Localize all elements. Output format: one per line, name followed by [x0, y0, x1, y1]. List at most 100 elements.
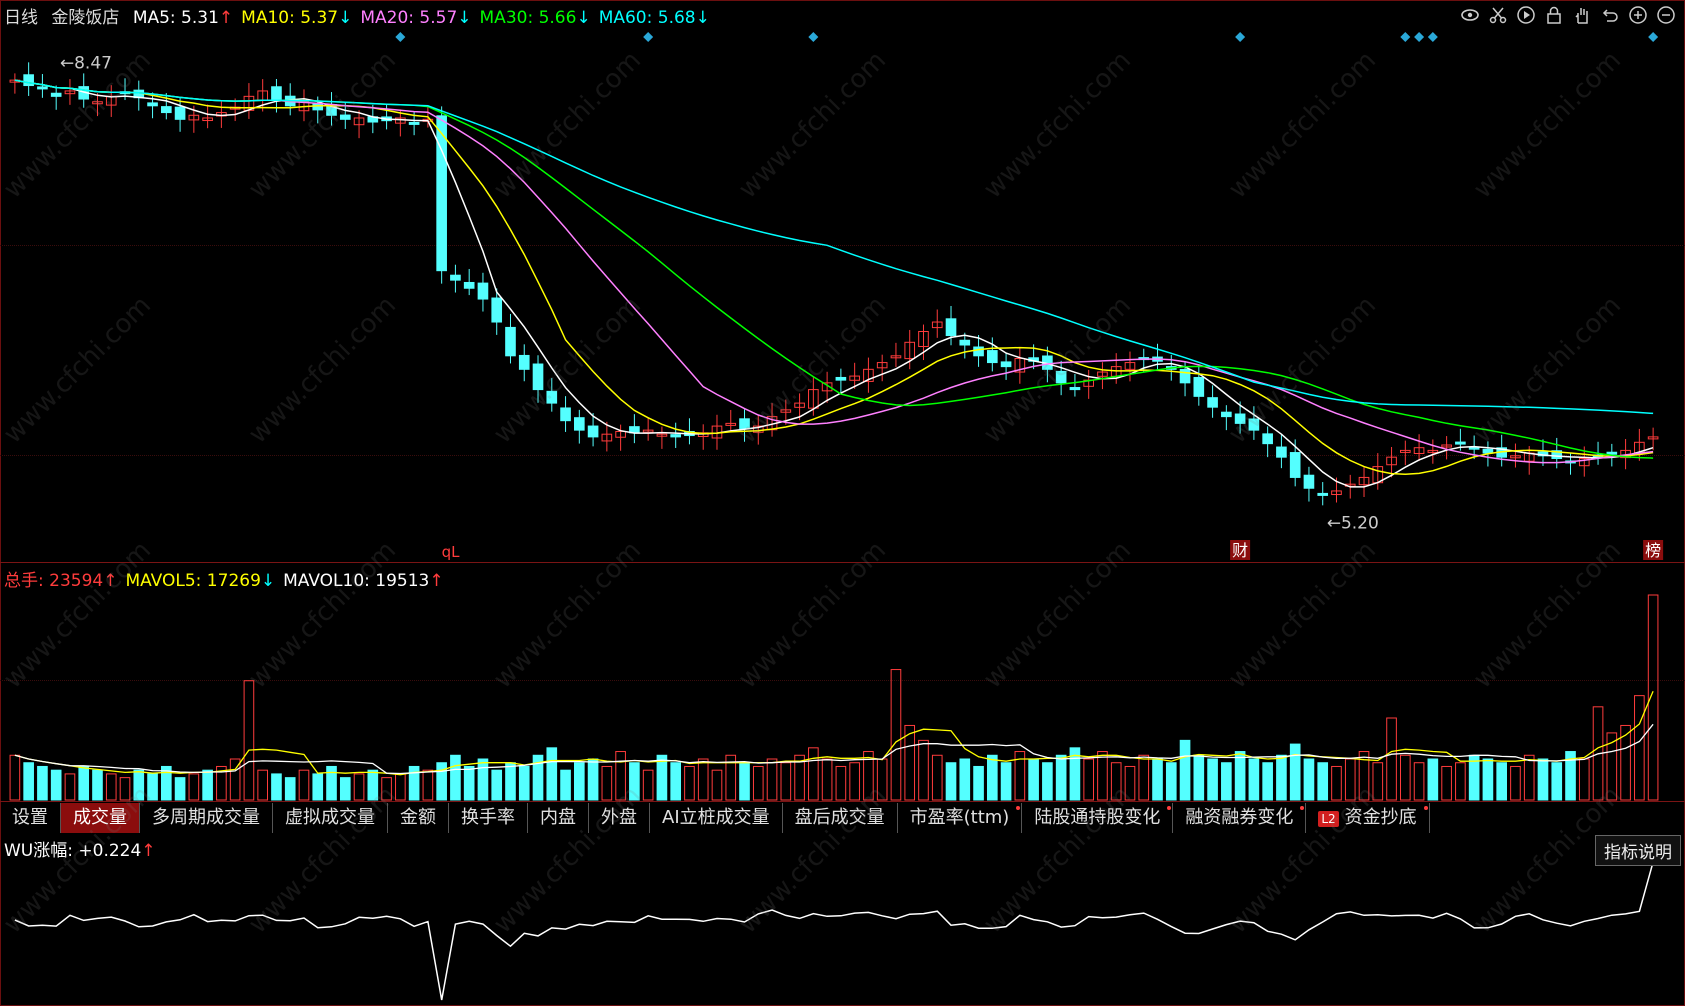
- event-badge: [1230, 540, 1251, 560]
- candle-body: [890, 355, 902, 359]
- ma-legend-item: MA20: 5.57↓: [360, 8, 472, 28]
- volume-bar: [1565, 751, 1576, 801]
- volume-bar: [1468, 754, 1480, 801]
- volume-legend-item: 总手: 23594↑: [4, 571, 118, 591]
- volume-bar: [1331, 765, 1342, 801]
- tab-13[interactable]: L2 资金抄底: [1306, 803, 1430, 833]
- volume-bar: [1248, 758, 1260, 801]
- tab-2[interactable]: 多周期成交量: [140, 803, 273, 833]
- volume-bar: [1647, 594, 1659, 801]
- candle-body: [904, 341, 916, 360]
- tab-11[interactable]: 陆股通持股变化: [1022, 803, 1174, 833]
- volume-bar: [918, 739, 929, 801]
- indicator-tabs: 设置 成交量 多周期成交量 虚拟成交量 金额 换手率 内盘 外盘 AI立桩成交量 盘后成交量 市盈率…: [0, 803, 1685, 833]
- volume-bar: [1138, 754, 1150, 801]
- candle-body: [202, 117, 213, 122]
- volume-bar: [257, 769, 269, 801]
- candle-body: [23, 74, 34, 87]
- volume-bar: [684, 765, 695, 801]
- candle-body: [739, 418, 750, 430]
- volume-bar: [202, 769, 213, 801]
- volume-bar: [229, 758, 241, 801]
- ma-legend: MA5: 5.31↑ MA10: 5.37↓ MA20: 5.57↓ MA30: 5.…: [133, 8, 718, 28]
- undo-icon[interactable]: [1599, 4, 1621, 26]
- tab-5[interactable]: 换手率: [449, 803, 528, 833]
- candle-body: [863, 368, 874, 382]
- play-icon[interactable]: [1515, 4, 1537, 26]
- tab-alert-dot: [1167, 806, 1172, 810]
- ma-line-ma5: [14, 79, 1654, 488]
- tab-9[interactable]: 盘后成交量: [783, 803, 898, 833]
- volume-bar: [670, 762, 682, 801]
- volume-bar: [656, 754, 668, 801]
- volume-bar: [863, 751, 874, 801]
- volume-bar: [216, 765, 227, 801]
- candle-body: [573, 417, 585, 431]
- volume-bar: [1152, 758, 1163, 801]
- period-label[interactable]: 日线: [4, 8, 38, 28]
- tab-0[interactable]: 设置: [0, 803, 61, 833]
- candle-body: [1248, 418, 1260, 431]
- volume-bar: [1276, 754, 1287, 801]
- volume-bar: [1386, 717, 1397, 801]
- signal-diamond: [808, 32, 819, 42]
- panel-divider: [0, 801, 1685, 802]
- volume-bar: [1606, 732, 1618, 801]
- volume-bar: [849, 762, 860, 801]
- candle-body: [560, 407, 571, 422]
- volume-bar: [629, 762, 640, 801]
- volume-bar: [9, 754, 21, 801]
- tab-4[interactable]: 金额: [388, 803, 449, 833]
- candle-body: [1234, 413, 1246, 424]
- zoom-out-icon[interactable]: [1655, 4, 1677, 26]
- volume-bar: [532, 754, 544, 801]
- candle-body: [642, 429, 654, 433]
- candle-body: [1262, 433, 1273, 445]
- volume-bar: [780, 762, 792, 801]
- volume-bar: [188, 773, 200, 801]
- volume-bar: [312, 773, 324, 801]
- eye-icon[interactable]: [1459, 4, 1481, 26]
- candle-body: [1124, 362, 1136, 370]
- zoom-in-icon[interactable]: [1627, 4, 1649, 26]
- event-badge-label: 榜: [1645, 541, 1661, 560]
- volume-bar: [986, 754, 998, 801]
- volume-bar: [422, 769, 434, 801]
- tab-6[interactable]: 内盘: [528, 803, 589, 833]
- hand-icon[interactable]: [1571, 4, 1593, 26]
- volume-bar: [1427, 758, 1439, 801]
- volume-bar: [64, 773, 76, 801]
- volume-bar: [1482, 758, 1494, 801]
- ma-legend-item: MA30: 5.66↓: [479, 8, 591, 28]
- candle-body: [986, 350, 998, 364]
- volume-bar: [1055, 754, 1067, 801]
- candle-body: [518, 354, 530, 370]
- volume-bar: [835, 765, 847, 801]
- volume-bar: [1317, 762, 1329, 801]
- indicator-explain-button[interactable]: 指标说明: [1595, 835, 1681, 866]
- volume-bar: [959, 758, 971, 801]
- volume-bar: [518, 765, 530, 801]
- candle-body: [1055, 370, 1067, 384]
- tab-1[interactable]: 成交量: [61, 803, 140, 833]
- tab-8[interactable]: AI立桩成交量: [650, 803, 783, 833]
- tab-10[interactable]: 市盈率(ttm): [898, 803, 1023, 833]
- tab-12[interactable]: 融资融券变化: [1173, 803, 1307, 833]
- tab-label: 融资融券变化: [1185, 807, 1294, 828]
- tab-alert-dot: [1423, 806, 1428, 810]
- volume-bar: [1069, 747, 1081, 801]
- tab-7[interactable]: 外盘: [589, 803, 650, 833]
- event-badge: [1643, 540, 1664, 560]
- tab-label: 外盘: [601, 807, 637, 828]
- volume-bar: [1634, 695, 1645, 801]
- lock-icon[interactable]: [1543, 4, 1565, 26]
- volume-legend-item: MAVOL5: 17269↓: [125, 571, 276, 591]
- scissors-icon[interactable]: [1487, 4, 1509, 26]
- candle-body: [1069, 387, 1081, 391]
- volume-bar: [1193, 754, 1205, 801]
- tab-3[interactable]: 虚拟成交量: [273, 803, 388, 833]
- tab-alert-dot: [1300, 806, 1305, 810]
- candle-body: [656, 433, 668, 437]
- volume-bar: [50, 769, 62, 801]
